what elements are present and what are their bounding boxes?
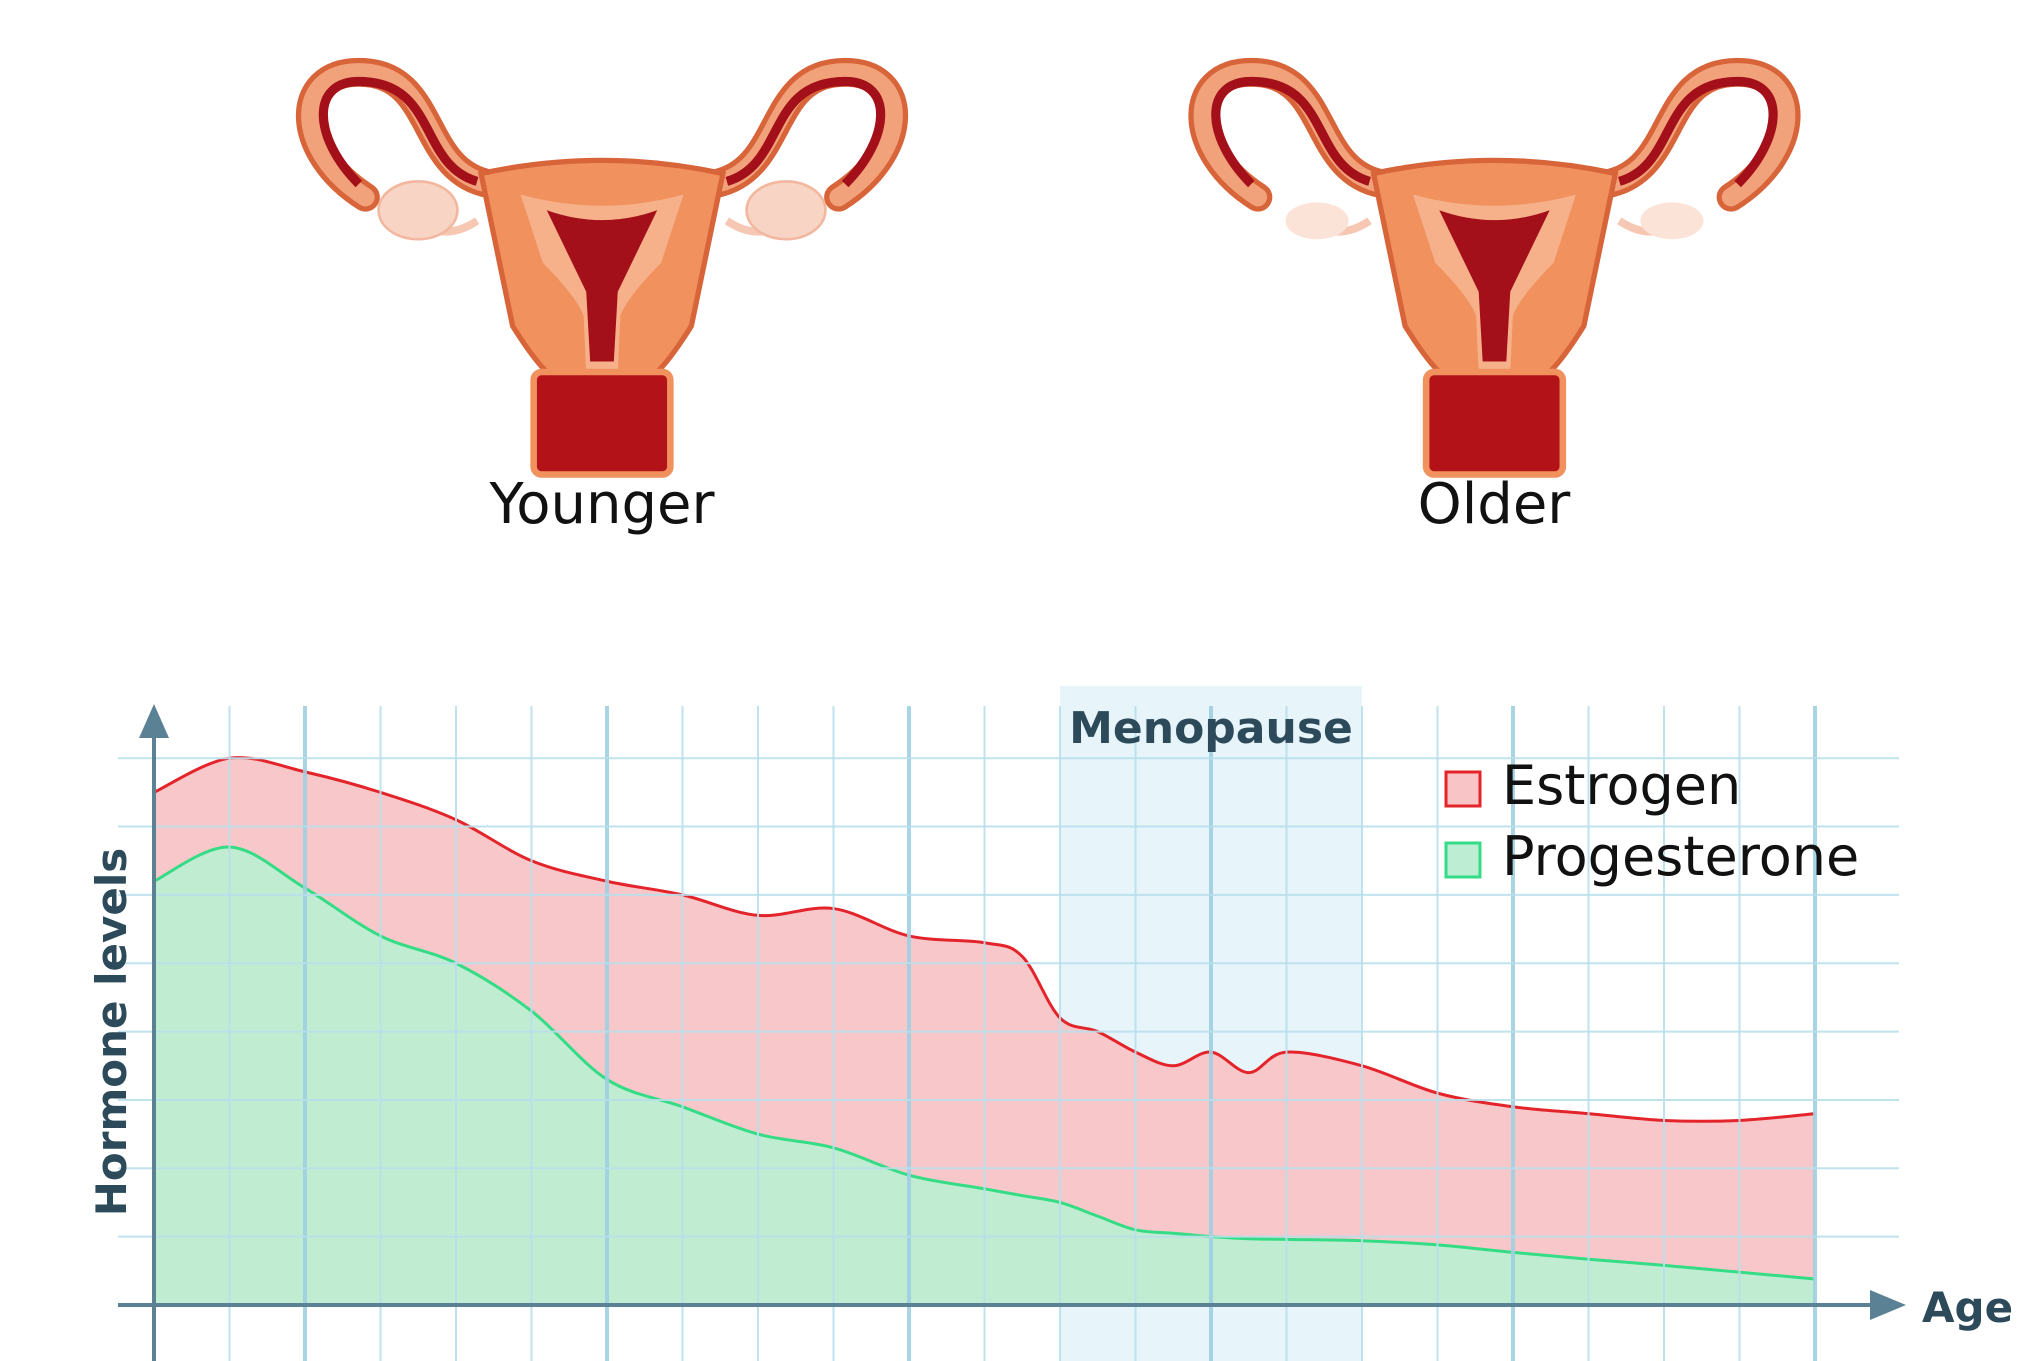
chart: Age Hormone levels Menopause Estrogen Proges… bbox=[87, 686, 2013, 1361]
ovary bbox=[745, 180, 827, 241]
line bbox=[153, 756, 1816, 1123]
legend-label: Progesterone bbox=[1502, 825, 1859, 888]
ovary bbox=[1640, 202, 1704, 240]
area bbox=[154, 847, 1815, 1305]
legend-swatch bbox=[1444, 770, 1482, 808]
ovary bbox=[377, 180, 459, 241]
ovary bbox=[1285, 202, 1349, 240]
y-axis-label: Hormone levels bbox=[87, 848, 136, 1216]
legend-swatch bbox=[1444, 841, 1482, 879]
legend-label: Estrogen bbox=[1502, 754, 1741, 817]
x-axis-arrow bbox=[1870, 1290, 1906, 1320]
y-axis-arrow bbox=[139, 704, 169, 738]
illustration-label: Older bbox=[1418, 472, 1572, 537]
illustration-label: Younger bbox=[488, 472, 715, 537]
x-axis-label: Age bbox=[1922, 1283, 2013, 1332]
band-label: Menopause bbox=[1069, 703, 1353, 754]
